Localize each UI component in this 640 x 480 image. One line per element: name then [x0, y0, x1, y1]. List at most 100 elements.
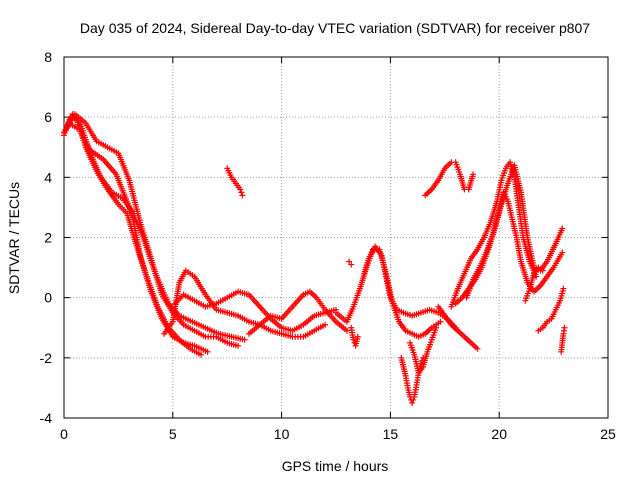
data-marker: [297, 333, 304, 340]
x-tick-label: 5: [169, 426, 177, 442]
data-marker: [510, 172, 517, 179]
data-marker: [504, 182, 511, 189]
data-marker: [102, 143, 109, 150]
data-marker: [276, 315, 283, 322]
data-marker: [179, 320, 186, 327]
data-marker: [517, 256, 524, 263]
data-marker: [415, 310, 422, 317]
data-marker: [464, 287, 471, 294]
data-marker: [477, 266, 484, 273]
data-marker: [309, 314, 316, 321]
data-marker: [457, 296, 464, 303]
data-marker: [433, 308, 440, 315]
data-marker: [342, 317, 349, 324]
data-marker: [508, 214, 515, 221]
data-marker: [76, 121, 83, 128]
data-marker: [168, 320, 175, 327]
data-marker: [210, 333, 217, 340]
data-marker: [413, 384, 420, 391]
y-tick-label: 0: [44, 290, 52, 306]
data-marker: [187, 317, 194, 324]
data-marker: [189, 272, 196, 279]
y-tick-label: 6: [44, 109, 52, 125]
data-marker: [497, 179, 504, 186]
data-marker: [549, 266, 556, 273]
data-marker: [537, 266, 544, 273]
data-marker: [559, 288, 566, 295]
chart-title: Day 035 of 2024, Sidereal Day-to-day VTE…: [80, 20, 590, 36]
data-marker: [276, 330, 283, 337]
data-marker: [125, 202, 132, 209]
data-marker: [168, 331, 175, 338]
data-marker: [456, 168, 463, 175]
x-tick-label: 0: [60, 426, 68, 442]
data-marker: [535, 284, 542, 291]
data-marker: [232, 289, 239, 296]
x-tick-label: 10: [274, 426, 290, 442]
y-tick-label: -2: [40, 350, 53, 366]
data-marker: [243, 291, 250, 298]
data-marker: [525, 288, 532, 295]
series-track-22: [522, 264, 546, 304]
data-marker: [537, 326, 544, 333]
data-marker: [392, 304, 399, 311]
data-marker: [560, 327, 567, 334]
data-marker: [238, 189, 245, 196]
data-marker: [418, 365, 425, 372]
series-track-20: [535, 285, 567, 334]
data-marker: [331, 317, 338, 324]
axis-ticks: 0 5 10 15 20 25 -4 -2 0 2 4 6 8: [40, 49, 616, 442]
data-marker: [354, 336, 361, 343]
data-marker: [469, 173, 476, 180]
data-marker: [466, 338, 473, 345]
data-marker: [556, 299, 563, 306]
data-marker: [74, 124, 81, 131]
series-track-4: [65, 120, 248, 343]
data-marker: [517, 187, 524, 194]
data-marker: [377, 250, 384, 257]
x-tick-label: 15: [383, 426, 399, 442]
data-marker: [226, 333, 233, 340]
data-marker: [365, 257, 372, 264]
data-marker: [410, 396, 417, 403]
data-marker: [222, 338, 229, 345]
data-marker: [227, 172, 234, 179]
data-marker: [255, 301, 262, 308]
data-marker: [189, 296, 196, 303]
data-marker: [320, 304, 327, 311]
series-track-9: [333, 246, 444, 340]
data-marker: [427, 339, 434, 346]
series-track-7: [224, 165, 246, 199]
data-marker: [147, 286, 154, 293]
data-marker: [542, 260, 549, 267]
data-marker: [276, 323, 283, 330]
data-marker: [222, 295, 229, 302]
data-marker: [158, 313, 165, 320]
series-track-8: [245, 288, 350, 337]
data-marker: [406, 329, 413, 336]
data-marker: [189, 326, 196, 333]
data-marker: [473, 248, 480, 255]
data-marker: [440, 310, 447, 317]
data-marker: [558, 227, 565, 234]
series-track-10: [361, 243, 459, 331]
data-marker: [98, 154, 105, 161]
data-marker: [349, 305, 356, 312]
data-marker: [466, 257, 473, 264]
data-marker: [558, 251, 565, 258]
series-track-14: [406, 324, 440, 376]
data-marker: [80, 118, 87, 125]
data-marker: [202, 347, 209, 354]
data-marker: [243, 317, 250, 324]
x-tick-label: 25: [600, 426, 616, 442]
data-marker: [136, 250, 143, 257]
series-track-13: [398, 354, 427, 406]
data-marker: [479, 236, 486, 243]
data-marker: [486, 221, 493, 228]
data-marker: [546, 317, 553, 324]
data-marker: [309, 328, 316, 335]
series-track-19: [452, 162, 566, 307]
data-marker: [232, 342, 239, 349]
data-marker: [526, 256, 533, 263]
data-marker: [255, 323, 262, 330]
